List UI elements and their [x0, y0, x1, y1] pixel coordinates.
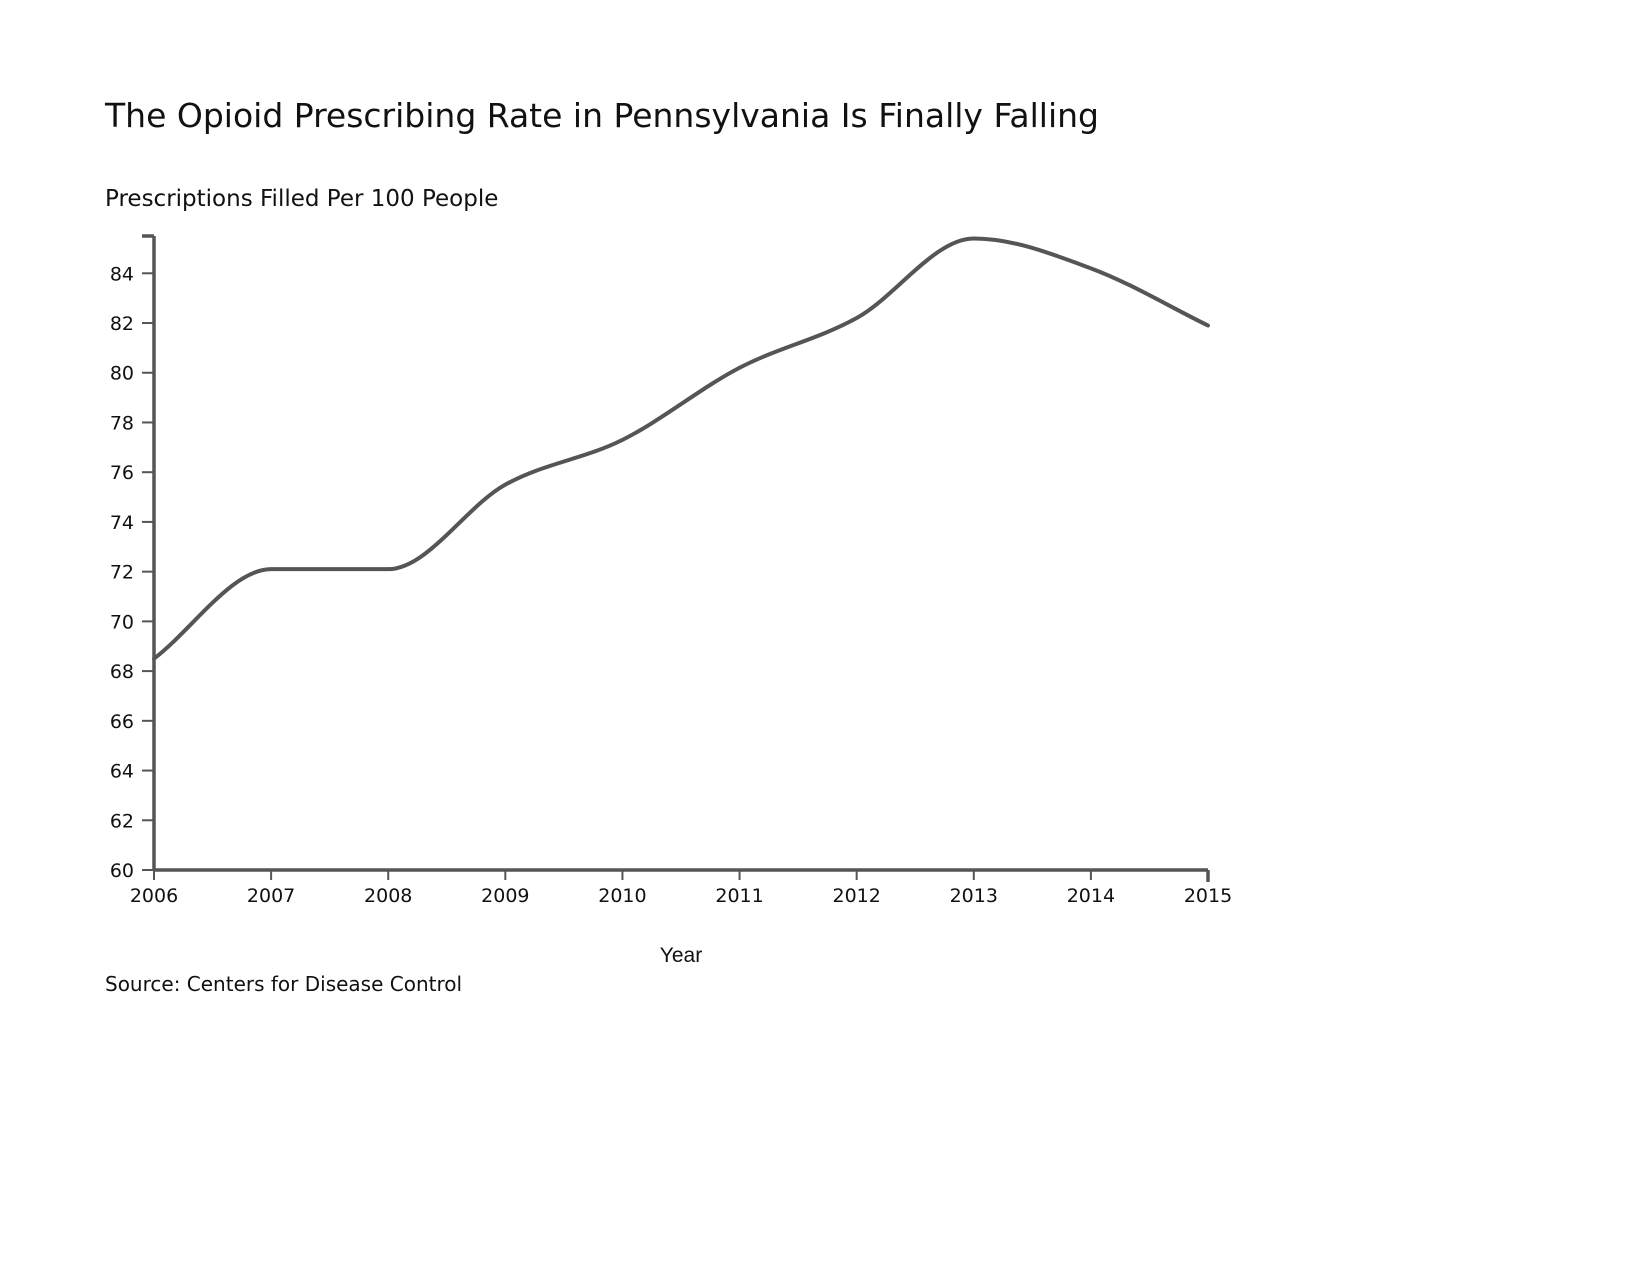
y-tick-label: 62	[110, 810, 134, 832]
x-tick-label: 2014	[1067, 885, 1115, 907]
x-tick-label: 2006	[130, 885, 178, 907]
y-tick-label: 84	[110, 263, 134, 285]
x-tick-label: 2013	[950, 885, 998, 907]
y-tick-label: 68	[110, 661, 134, 683]
chart-title: The Opioid Prescribing Rate in Pennsylva…	[105, 96, 1099, 135]
x-tick-label: 2009	[481, 885, 529, 907]
y-tick-label: 76	[110, 462, 134, 484]
y-tick-label: 74	[110, 512, 134, 534]
y-tick-label: 82	[110, 313, 134, 335]
y-tick-label: 64	[110, 761, 134, 783]
y-tick-label: 80	[110, 363, 134, 385]
x-tick-label: 2010	[598, 885, 646, 907]
x-tick-label: 2007	[247, 885, 295, 907]
series-layer	[152, 236, 1210, 661]
y-tick-label: 72	[110, 562, 134, 584]
y-tick-label: 70	[110, 611, 134, 633]
x-axis: 2006 2007 2008 2009 2010 2011 2012 2013 2014 2015	[130, 868, 1232, 907]
source-note: Source: Centers for Disease Control	[105, 972, 463, 996]
chart-subtitle: Prescriptions Filled Per 100 People	[105, 186, 499, 212]
y-tick-label: 78	[110, 412, 134, 434]
x-tick-label: 2012	[832, 885, 880, 907]
x-tick-label: 2008	[364, 885, 412, 907]
x-axis-title: Year	[660, 944, 702, 967]
x-tick-label: 2015	[1184, 885, 1232, 907]
y-tick-label: 66	[110, 711, 134, 733]
x-tick-label: 2011	[715, 885, 763, 907]
series-line	[152, 236, 1210, 661]
y-tick-label: 60	[110, 860, 134, 882]
y-axis: 60 62 64 66 68 70 72 74 76 78 80 82 84	[110, 234, 156, 882]
